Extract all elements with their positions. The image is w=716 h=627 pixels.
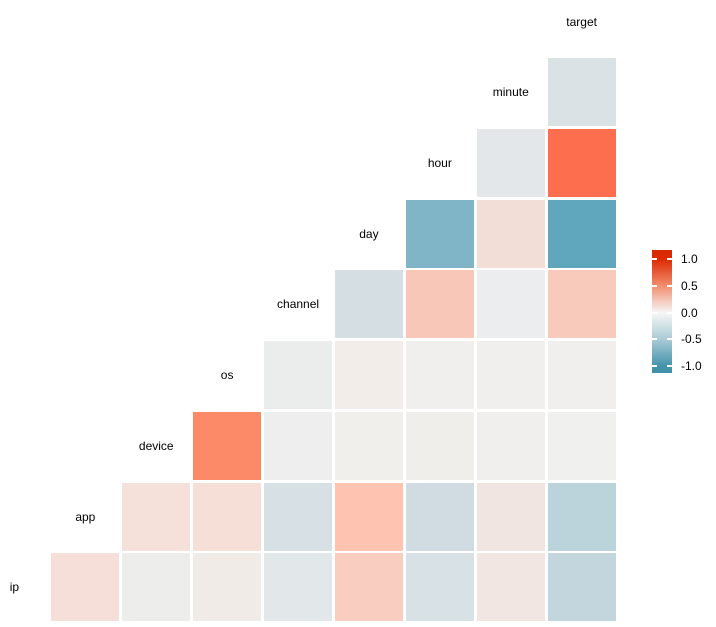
matrix-cell — [547, 270, 616, 339]
variable-label-channel: channel — [277, 297, 320, 312]
matrix-cell — [122, 482, 191, 551]
matrix-cell — [547, 58, 616, 127]
matrix-cell — [334, 482, 404, 551]
matrix-cell — [547, 411, 616, 480]
matrix-cell — [405, 199, 474, 268]
variable-label-minute: minute — [492, 85, 529, 100]
matrix-cell — [263, 553, 333, 622]
matrix-cell — [547, 199, 616, 268]
matrix-cell — [405, 341, 474, 410]
matrix-cell — [334, 341, 404, 410]
matrix-cell — [51, 553, 120, 622]
matrix-cell — [405, 553, 474, 622]
matrix-cell — [476, 129, 545, 198]
matrix-cell — [263, 341, 333, 410]
matrix-cell — [193, 482, 262, 551]
variable-label-hour: hour — [427, 156, 452, 171]
matrix-cell — [193, 553, 262, 622]
matrix-cell — [405, 270, 474, 339]
matrix-cell — [547, 341, 616, 410]
matrix-cell — [547, 553, 616, 622]
matrix-cell — [476, 341, 545, 410]
matrix-cell — [547, 129, 616, 198]
matrix-cell — [405, 482, 474, 551]
matrix-cell — [476, 553, 545, 622]
variable-label-target: target — [566, 14, 597, 29]
matrix-cell — [193, 411, 262, 480]
matrix-cell — [476, 482, 545, 551]
matrix-cell — [263, 482, 333, 551]
variable-label-device: device — [138, 438, 174, 453]
matrix-cell — [476, 270, 545, 339]
variable-label-app: app — [75, 509, 96, 524]
matrix-cell — [334, 553, 404, 622]
matrix-cell — [122, 553, 191, 622]
matrix-cell — [405, 411, 474, 480]
matrix-cell — [334, 270, 404, 339]
variable-label-os: os — [220, 368, 234, 383]
matrix-cell — [263, 411, 333, 480]
matrix-cell — [476, 199, 545, 268]
matrix-cell — [334, 411, 404, 480]
matrix-cell — [547, 482, 616, 551]
variable-label-day: day — [359, 226, 379, 241]
matrix-cell — [476, 411, 545, 480]
variable-label-ip: ip — [9, 580, 20, 595]
